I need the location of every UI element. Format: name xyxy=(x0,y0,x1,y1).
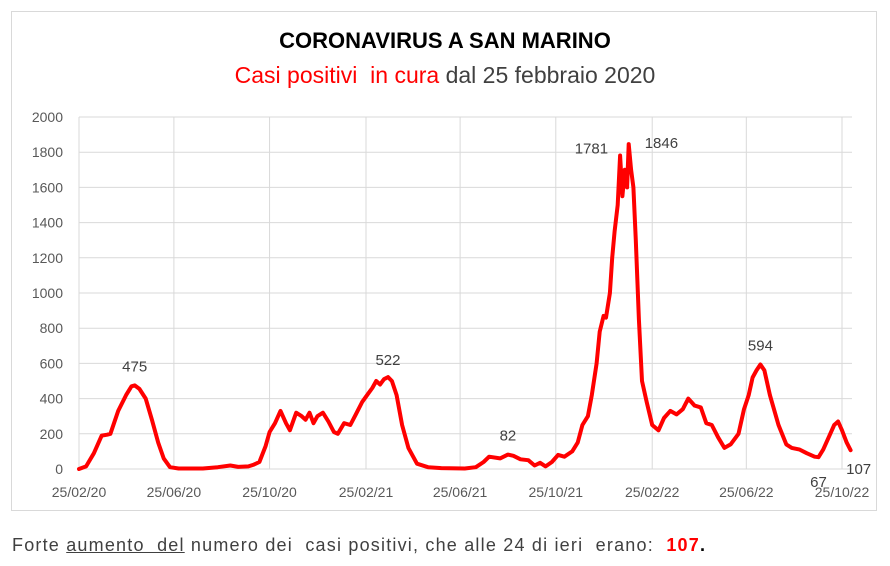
data-label: 82 xyxy=(500,428,517,445)
y-tick-label: 200 xyxy=(40,426,64,442)
x-tick-label: 25/02/20 xyxy=(52,484,107,500)
chart-title: CORONAVIRUS A SAN MARINO xyxy=(279,28,611,53)
data-label: 522 xyxy=(375,352,400,369)
footer-middle: numero dei casi positivi, che alle 24 di… xyxy=(184,535,667,555)
x-tick-label: 25/10/22 xyxy=(815,484,870,500)
x-tick-label: 25/10/21 xyxy=(529,484,584,500)
data-label: 594 xyxy=(748,337,773,354)
footer-note: Forte aumento del numero dei casi positi… xyxy=(12,535,706,556)
x-tick-label: 25/06/22 xyxy=(719,484,774,500)
series-line xyxy=(77,142,853,471)
x-tick-label: 25/06/21 xyxy=(433,484,488,500)
footer-underlined: aumento del xyxy=(66,535,185,555)
y-tick-label: 2000 xyxy=(32,109,63,125)
y-tick-label: 1200 xyxy=(32,250,63,266)
x-tick-label: 25/02/21 xyxy=(339,484,394,500)
chart-subtitle: Casi positivi in cura dal 25 febbraio 20… xyxy=(0,62,890,89)
y-tick-label: 600 xyxy=(40,355,64,371)
x-tick-label: 25/02/22 xyxy=(625,484,680,500)
x-tick-label: 25/06/20 xyxy=(147,484,202,500)
y-tick-label: 400 xyxy=(40,391,64,407)
y-tick-label: 1000 xyxy=(32,285,63,301)
subtitle-rest: dal 25 febbraio 2020 xyxy=(445,62,656,88)
subtitle-red-part-1: Casi positivi xyxy=(234,62,358,88)
data-label: 475 xyxy=(122,358,147,375)
x-tick-label: 25/10/20 xyxy=(242,484,297,500)
data-label: 1781 xyxy=(575,141,608,158)
y-tick-label: 1800 xyxy=(32,144,63,160)
footer-number: 107 xyxy=(666,535,700,555)
data-label: 107 xyxy=(846,461,871,478)
subtitle-red-part-2: in cura xyxy=(370,62,440,88)
y-tick-label: 1400 xyxy=(32,215,63,231)
y-tick-label: 0 xyxy=(55,461,63,477)
data-label: 1846 xyxy=(645,135,678,152)
footer-end: . xyxy=(699,535,707,555)
y-tick-label: 800 xyxy=(40,320,64,336)
footer-prefix: Forte xyxy=(12,535,67,555)
y-tick-label: 1600 xyxy=(32,179,63,195)
data-label: 67 xyxy=(810,474,827,491)
